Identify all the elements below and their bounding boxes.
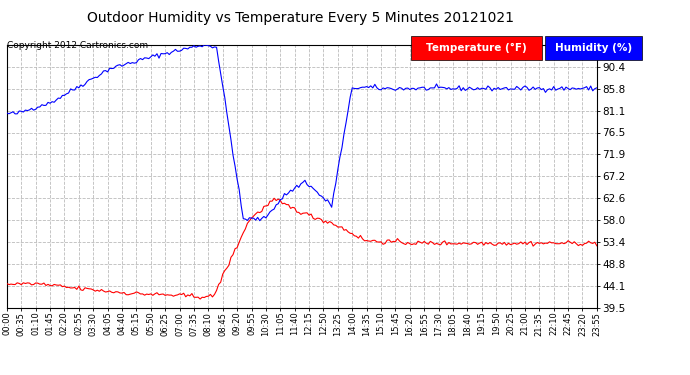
Text: Humidity (%): Humidity (%) — [555, 43, 632, 52]
Text: Copyright 2012 Cartronics.com: Copyright 2012 Cartronics.com — [7, 41, 148, 50]
Text: Temperature (°F): Temperature (°F) — [426, 43, 526, 52]
Text: Outdoor Humidity vs Temperature Every 5 Minutes 20121021: Outdoor Humidity vs Temperature Every 5 … — [87, 11, 513, 25]
